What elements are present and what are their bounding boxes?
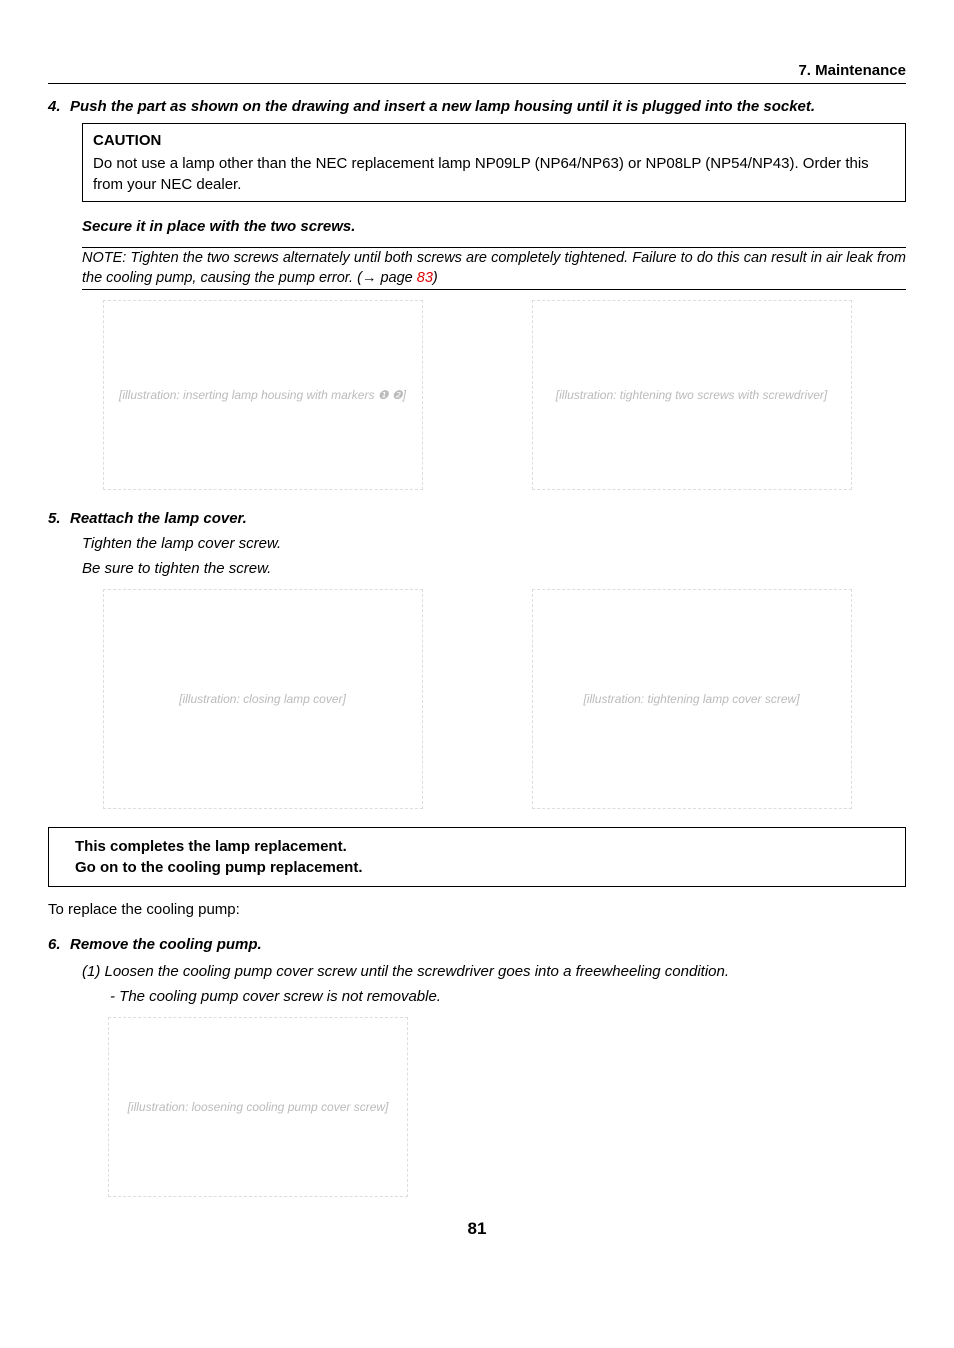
completion-box: This completes the lamp replacement. Go … (48, 827, 906, 887)
secure-instruction: Secure it in place with the two screws. (82, 216, 906, 237)
caution-box: CAUTION Do not use a lamp other than the… (82, 123, 906, 202)
figure-cover-screw: [illustration: tightening lamp cover scr… (532, 589, 852, 809)
figure-pump-screw: [illustration: loosening cooling pump co… (108, 1017, 408, 1197)
step-6-sub1: (1) Loosen the cooling pump cover screw … (82, 961, 906, 982)
page-header: 7. Maintenance (48, 60, 906, 84)
step-6-number: 6. (48, 934, 70, 955)
completion-line-1: This completes the lamp replacement. (75, 836, 879, 857)
page-number: 81 (48, 1217, 906, 1241)
note-block: NOTE: Tighten the two screws alternately… (82, 247, 906, 290)
step-5-number: 5. (48, 508, 70, 529)
step-5-text: Reattach the lamp cover. (70, 508, 906, 529)
step-5-title: 5. Reattach the lamp cover. (48, 508, 906, 529)
cooling-pump-intro: To replace the cooling pump: (48, 899, 906, 920)
caution-body: Do not use a lamp other than the NEC rep… (93, 153, 895, 195)
step-6-sub2: - The cooling pump cover screw is not re… (110, 986, 906, 1007)
step-6-text: Remove the cooling pump. (70, 934, 906, 955)
step-5-figures: [illustration: closing lamp cover] [illu… (48, 589, 906, 809)
step-4-figures: [illustration: inserting lamp housing wi… (48, 300, 906, 490)
figure-cover-close: [illustration: closing lamp cover] (103, 589, 423, 809)
caution-heading: CAUTION (93, 130, 895, 151)
step-6-title: 6. Remove the cooling pump. (48, 934, 906, 955)
step-4-number: 4. (48, 96, 70, 117)
figure-lamp-screws: [illustration: tightening two screws wit… (532, 300, 852, 490)
page-link-83[interactable]: 83 (417, 270, 433, 286)
step-6-figure-row: [illustration: loosening cooling pump co… (48, 1017, 906, 1197)
section-title: 7. Maintenance (798, 62, 906, 79)
completion-line-2: Go on to the cooling pump replacement. (75, 857, 879, 878)
figure-lamp-insert: [illustration: inserting lamp housing wi… (103, 300, 423, 490)
note-text-post: ) (433, 270, 438, 286)
step-5-sub2: Be sure to tighten the screw. (82, 558, 906, 579)
step-4-title: 4. Push the part as shown on the drawing… (48, 96, 906, 117)
note-text-pre: NOTE: Tighten the two screws alternately… (82, 250, 906, 286)
step-4-text: Push the part as shown on the drawing an… (70, 96, 906, 117)
step-5-sub1: Tighten the lamp cover screw. (82, 533, 906, 554)
